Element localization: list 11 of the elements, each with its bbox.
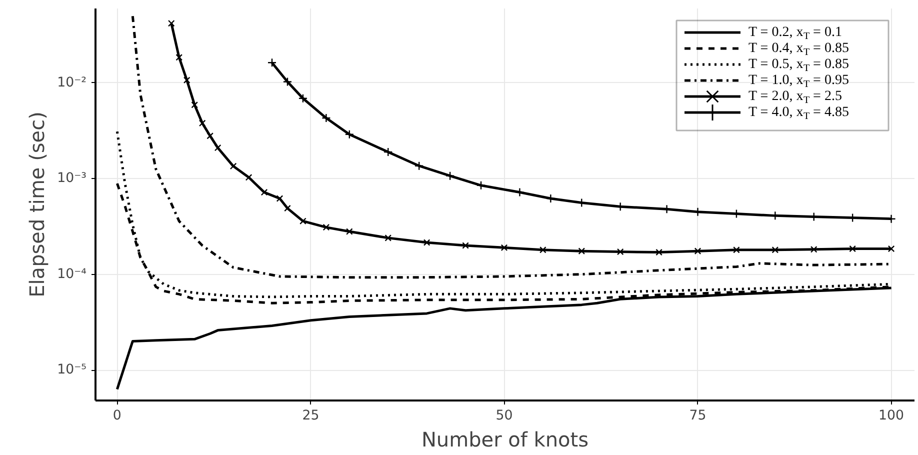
x-tick-label: 25 [302, 408, 320, 424]
y-tick-label: 10⁻⁴ [57, 266, 87, 282]
y-axis-title: Elapsed time (sec) [25, 112, 50, 298]
x-tick-label: 50 [496, 408, 513, 424]
x-tick-label: 0 [112, 408, 122, 424]
x-tick-label: 100 [878, 408, 904, 424]
y-tick-label: 10⁻² [57, 75, 87, 90]
y-tick-label: 10⁻⁵ [57, 362, 87, 378]
x-axis-title: Number of knots [421, 428, 589, 452]
y-tick-label: 10⁻³ [57, 171, 87, 186]
x-tick-label: 75 [689, 408, 706, 424]
